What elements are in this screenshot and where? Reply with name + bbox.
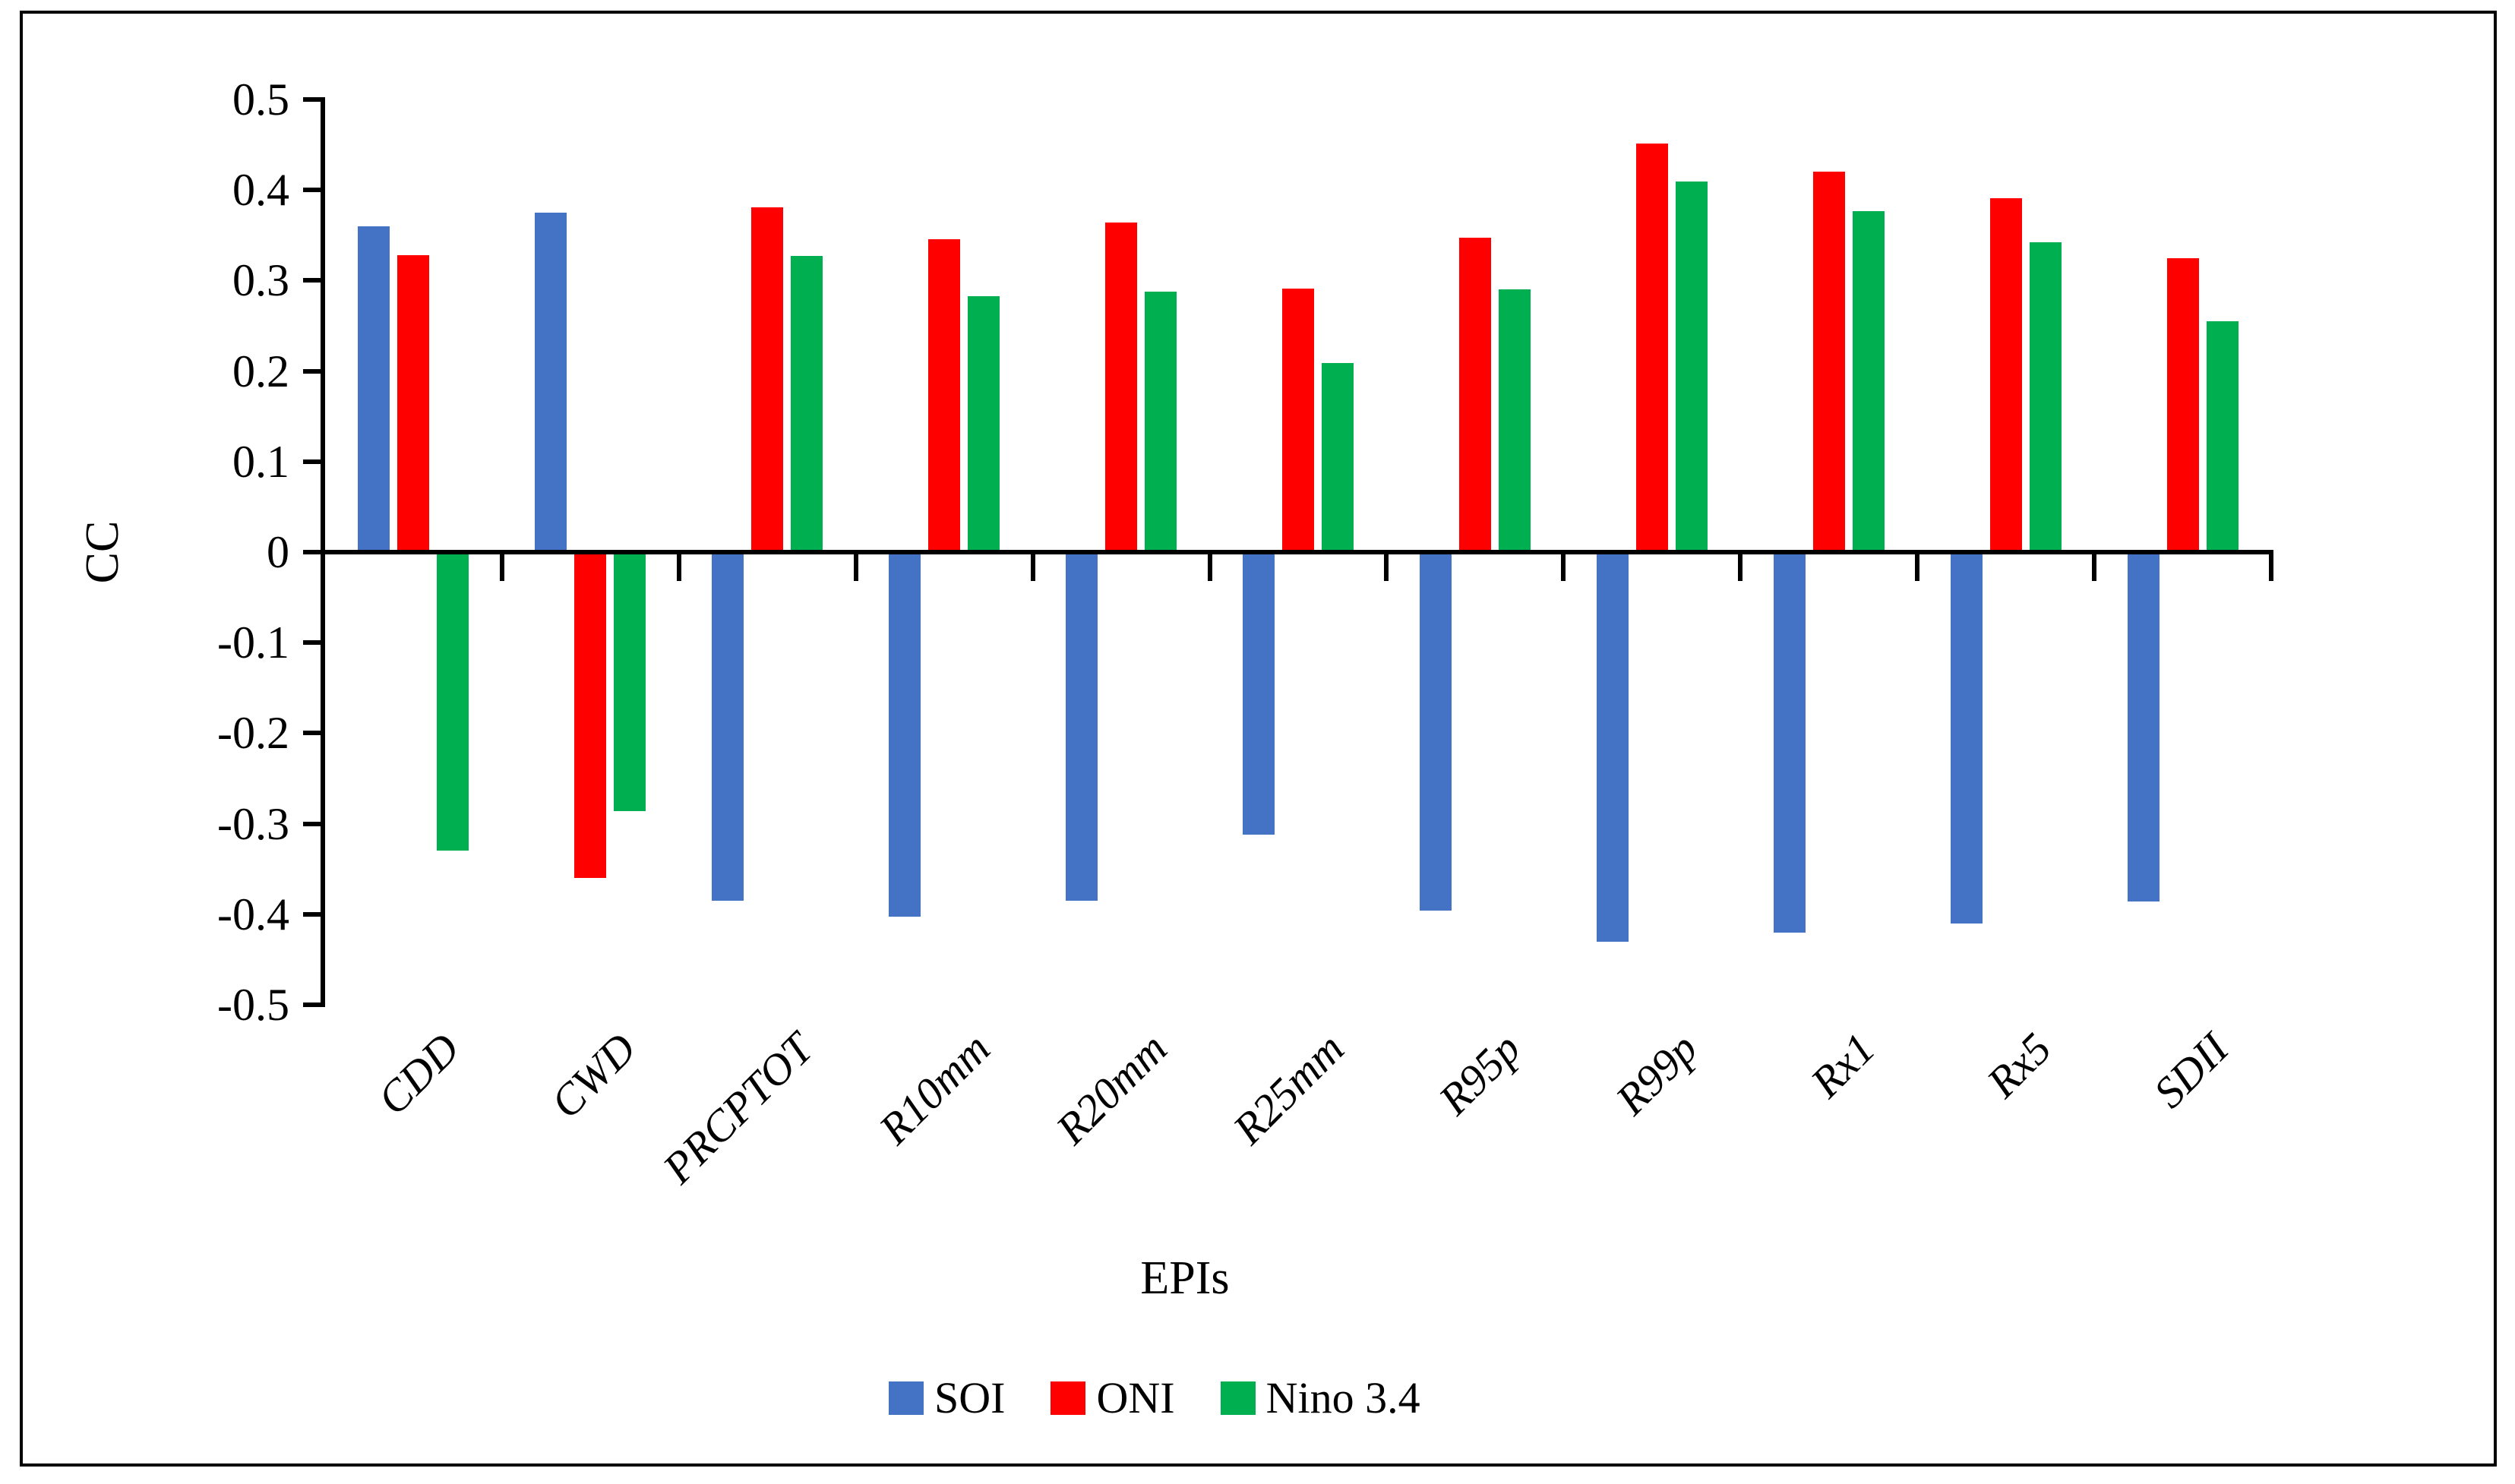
bar-nino-3-4-r20mm [1145, 291, 1177, 554]
bar-soi-prcptot [712, 552, 744, 901]
bar-soi-sdii [2127, 552, 2160, 902]
bar-oni-r99p [1635, 144, 1668, 554]
y-tick [303, 640, 321, 646]
bar-soi-cdd [358, 226, 390, 554]
legend-swatch-soi [889, 1381, 924, 1415]
x-tick [1738, 552, 1743, 581]
y-tick [303, 368, 321, 374]
x-tick [499, 552, 504, 581]
bar-soi-rx1 [1773, 552, 1806, 933]
bar-oni-r20mm [1105, 223, 1138, 554]
y-tick-label: -0.4 [217, 889, 289, 939]
y-tick [303, 188, 321, 193]
y-tick-label: 0 [267, 527, 289, 577]
legend-label-oni: ONI [1096, 1373, 1175, 1422]
y-tick [303, 911, 321, 917]
bar-oni-rx5 [1989, 197, 2022, 554]
y-tick [303, 459, 321, 464]
x-axis-title: EPIs [1140, 1252, 1230, 1304]
bar-nino-3-4-rx1 [1852, 210, 1885, 554]
y-tick [303, 731, 321, 736]
bar-soi-r95p [1419, 552, 1452, 911]
x-tick [853, 552, 858, 581]
y-tick-label: -0.3 [217, 798, 289, 849]
legend: SOI ONI Nino 3.4 [889, 1376, 1420, 1420]
x-tick [1915, 552, 1920, 581]
bar-oni-cdd [397, 255, 430, 554]
legend-item-nino-3-4: Nino 3.4 [1220, 1373, 1420, 1422]
bar-nino-3-4-r95p [1498, 289, 1531, 554]
bar-nino-3-4-r25mm [1322, 362, 1354, 554]
bar-nino-3-4-r10mm [968, 295, 1000, 554]
bar-oni-r25mm [1282, 289, 1314, 554]
y-axis-title: CC [77, 520, 128, 584]
bar-nino-3-4-cwd [614, 552, 646, 811]
y-tick-label: -0.1 [217, 617, 289, 668]
y-tick [303, 821, 321, 826]
y-tick-label: -0.5 [217, 980, 289, 1030]
x-tick [1030, 552, 1035, 581]
legend-label-nino-3-4: Nino 3.4 [1265, 1373, 1420, 1422]
y-tick-label: 0.5 [232, 74, 289, 125]
bar-oni-prcptot [751, 207, 784, 554]
x-tick [2092, 552, 2097, 581]
legend-item-soi: SOI [889, 1376, 1005, 1420]
x-tick [321, 552, 325, 581]
bar-nino-3-4-r99p [1675, 182, 1708, 554]
y-tick-label: 0.3 [232, 255, 289, 306]
bar-soi-r99p [1596, 552, 1629, 942]
bar-soi-r25mm [1243, 552, 1275, 835]
x-tick [1207, 552, 1212, 581]
x-tick [2269, 552, 2273, 581]
bar-nino-3-4-rx5 [2029, 242, 2062, 554]
bar-oni-rx1 [1812, 172, 1845, 554]
bar-oni-r95p [1458, 238, 1491, 554]
y-tick-label: 0.1 [232, 436, 289, 487]
legend-swatch-nino-3-4 [1220, 1381, 1256, 1415]
y-tick-label: -0.2 [217, 708, 289, 759]
y-tick-label: 0.4 [232, 165, 289, 216]
bar-soi-r10mm [889, 552, 921, 917]
figure-border [20, 11, 2497, 1467]
y-tick [303, 1002, 321, 1007]
y-tick-label: 0.2 [232, 346, 289, 396]
bar-soi-r20mm [1066, 552, 1098, 901]
bar-nino-3-4-sdii [2206, 321, 2239, 554]
legend-item-oni: ONI [1051, 1373, 1175, 1422]
bar-soi-cwd [535, 213, 567, 554]
bar-oni-r10mm [928, 238, 961, 554]
x-tick [1561, 552, 1566, 581]
bar-oni-sdii [2166, 257, 2199, 554]
x-tick [1384, 552, 1389, 581]
bar-nino-3-4-cdd [437, 552, 469, 851]
x-tick [676, 552, 681, 581]
legend-label-soi: SOI [934, 1373, 1006, 1422]
y-tick [303, 97, 321, 102]
x-axis-line [321, 550, 2273, 554]
bar-oni-cwd [574, 552, 607, 879]
y-tick [303, 550, 321, 554]
y-tick [303, 278, 321, 283]
bar-nino-3-4-prcptot [791, 256, 823, 554]
legend-swatch-oni [1051, 1381, 1086, 1415]
bar-soi-rx5 [1950, 552, 1983, 924]
